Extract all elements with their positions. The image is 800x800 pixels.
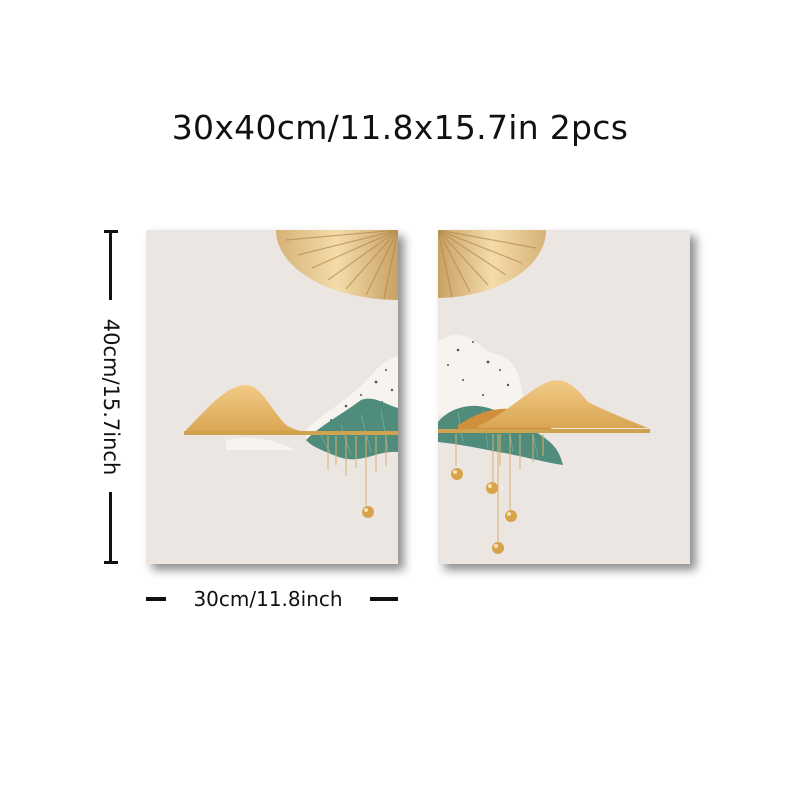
product-size-title: 30x40cm/11.8x15.7in 2pcs xyxy=(171,108,629,147)
left-canvas-panel xyxy=(146,230,398,564)
right-canvas-panel xyxy=(438,230,690,564)
left-panel-artwork-icon xyxy=(184,230,398,518)
right-panel-artwork-icon xyxy=(438,230,650,554)
width-label: 30cm/11.8inch xyxy=(193,587,343,611)
height-dimension-marker xyxy=(104,230,118,564)
width-dimension-right-segment xyxy=(370,597,398,601)
height-label: 40cm/15.7inch xyxy=(99,318,123,476)
width-dimension-left-segment xyxy=(146,597,166,601)
